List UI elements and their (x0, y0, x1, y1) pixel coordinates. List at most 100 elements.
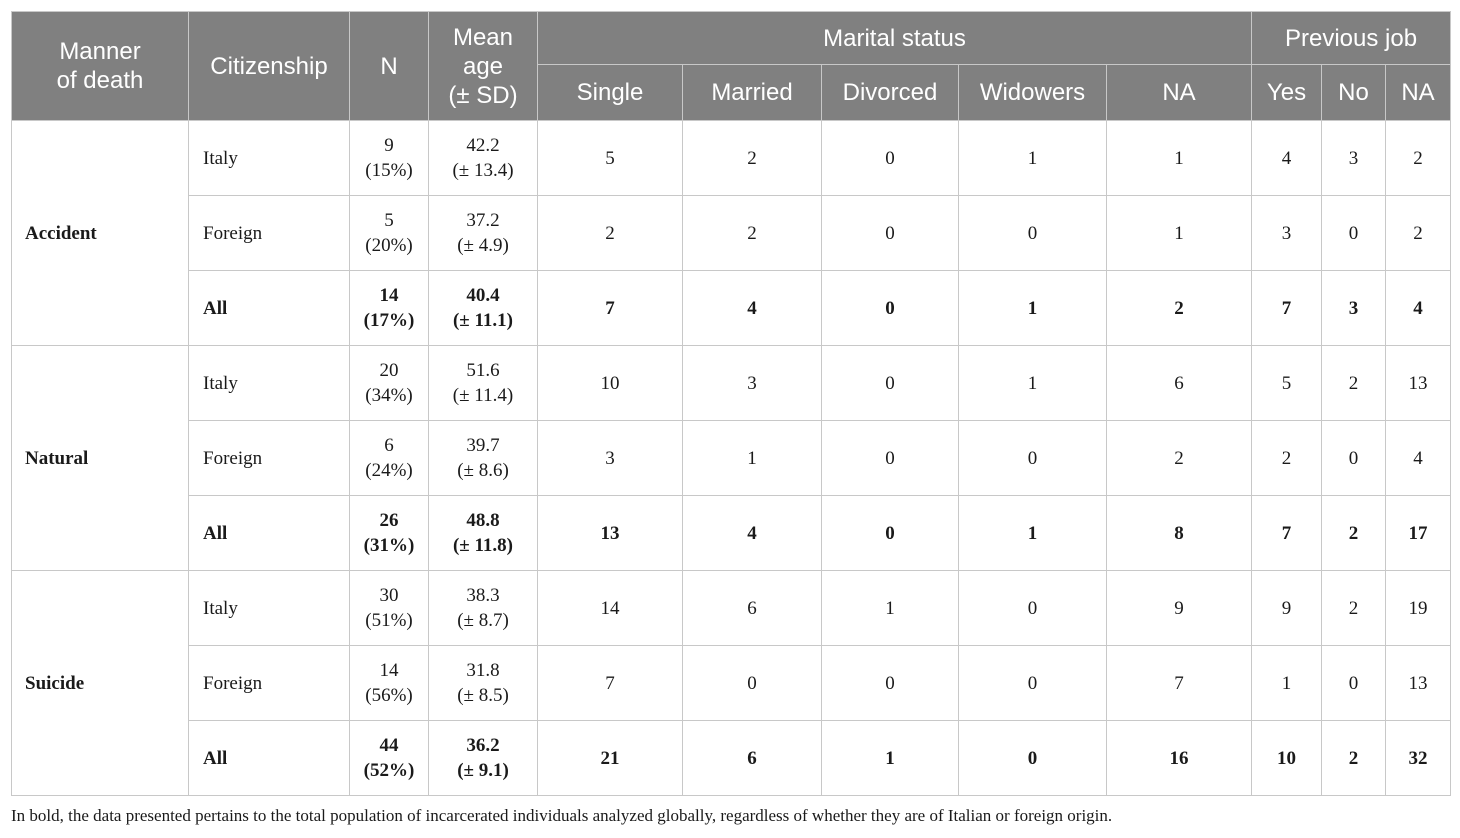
job-yes-cell: 4 (1251, 120, 1322, 196)
single-cell: 5 (537, 120, 683, 196)
widowers-cell: 0 (958, 570, 1107, 646)
married-cell: 4 (682, 270, 822, 346)
divorced-cell: 0 (821, 645, 959, 721)
married-cell: 6 (682, 720, 822, 796)
widowers-cell: 1 (958, 345, 1107, 421)
n-cell: 5 (20%) (349, 195, 429, 271)
n-cell: 9 (15%) (349, 120, 429, 196)
divorced-cell: 0 (821, 120, 959, 196)
married-cell: 6 (682, 570, 822, 646)
n-cell: 14 (56%) (349, 645, 429, 721)
citizenship-cell: All (188, 495, 350, 571)
mean-age-cell: 31.8 (± 8.5) (428, 645, 538, 721)
job-no-cell: 2 (1321, 570, 1386, 646)
single-cell: 2 (537, 195, 683, 271)
mean-age-cell: 42.2 (± 13.4) (428, 120, 538, 196)
job-yes-cell: 3 (1251, 195, 1322, 271)
divorced-cell: 0 (821, 495, 959, 571)
mean-age-cell: 48.8 (± 11.8) (428, 495, 538, 571)
job-no-cell: 2 (1321, 345, 1386, 421)
job-na-cell: 4 (1384, 270, 1452, 346)
single-cell: 14 (537, 570, 683, 646)
job-na-cell: 2 (1384, 195, 1452, 271)
marital-na-cell: 16 (1106, 720, 1252, 796)
table-row: All 44 (52%) 36.2 (± 9.1) 21 6 1 0 16 10 2 32 (12, 720, 1452, 796)
job-yes-cell: 9 (1251, 570, 1322, 646)
header-manner: Manner of death (11, 11, 189, 121)
table-footnote: In bold, the data presented pertains to … (11, 806, 1113, 825)
header-job-na: NA (1384, 64, 1452, 121)
widowers-cell: 0 (958, 195, 1107, 271)
mean-age-cell: 51.6 (± 11.4) (428, 345, 538, 421)
divorced-cell: 0 (821, 345, 959, 421)
mean-age-cell: 39.7 (± 8.6) (428, 420, 538, 496)
job-na-cell: 32 (1384, 720, 1452, 796)
job-na-cell: 13 (1384, 345, 1452, 421)
single-cell: 13 (537, 495, 683, 571)
job-na-cell: 2 (1384, 120, 1452, 196)
widowers-cell: 0 (958, 645, 1107, 721)
single-cell: 10 (537, 345, 683, 421)
mean-age-cell: 40.4 (± 11.1) (428, 270, 538, 346)
n-cell: 20 (34%) (349, 345, 429, 421)
job-no-cell: 3 (1321, 270, 1386, 346)
divorced-cell: 0 (821, 270, 959, 346)
citizenship-cell: All (188, 720, 350, 796)
mean-age-cell: 37.2 (± 4.9) (428, 195, 538, 271)
marital-na-cell: 8 (1106, 495, 1252, 571)
table-row: Foreign 14 (56%) 31.8 (± 8.5) 7 0 0 0 7 1 0 13 (12, 645, 1452, 721)
table-body: Accident Italy 9 (15%) 42.2 (± 13.4) 5 2 0 1 1 4 3 2 F… (11, 120, 1452, 796)
header-married: Married (682, 64, 822, 121)
single-cell: 21 (537, 720, 683, 796)
divorced-cell: 1 (821, 720, 959, 796)
header-previous-job: Previous job (1250, 11, 1452, 65)
data-table: Manner of death Citizenship N Mean age (… (11, 11, 1452, 796)
table-row: All 26 (31%) 48.8 (± 11.8) 13 4 0 1 8 7 2 17 (12, 495, 1452, 571)
job-no-cell: 0 (1321, 420, 1386, 496)
header-marital-na: NA (1106, 64, 1252, 121)
table-row: Foreign 6 (24%) 39.7 (± 8.6) 3 1 0 0 2 2 0 4 (12, 420, 1452, 496)
header-single: Single (537, 64, 683, 121)
header-citizenship: Citizenship (188, 11, 350, 121)
manner-of-death-cell: Accident (11, 120, 189, 346)
job-yes-cell: 1 (1251, 645, 1322, 721)
marital-na-cell: 2 (1106, 420, 1252, 496)
table-row: Foreign 5 (20%) 37.2 (± 4.9) 2 2 0 0 1 3 0 2 (12, 195, 1452, 271)
header-divorced: Divorced (821, 64, 959, 121)
widowers-cell: 1 (958, 495, 1107, 571)
divorced-cell: 0 (821, 195, 959, 271)
job-no-cell: 2 (1321, 495, 1386, 571)
table-row: All 14 (17%) 40.4 (± 11.1) 7 4 0 1 2 7 3 4 (12, 270, 1452, 346)
n-cell: 30 (51%) (349, 570, 429, 646)
marital-na-cell: 9 (1106, 570, 1252, 646)
n-cell: 6 (24%) (349, 420, 429, 496)
marital-na-cell: 7 (1106, 645, 1252, 721)
job-no-cell: 3 (1321, 120, 1386, 196)
citizenship-cell: Foreign (188, 645, 350, 721)
widowers-cell: 0 (958, 420, 1107, 496)
mean-age-cell: 38.3 (± 8.7) (428, 570, 538, 646)
manner-of-death-cell: Natural (11, 345, 189, 571)
header-row-top: Manner of death Citizenship N Mean age (… (11, 11, 1452, 121)
job-yes-cell: 2 (1251, 420, 1322, 496)
married-cell: 1 (682, 420, 822, 496)
citizenship-cell: Foreign (188, 195, 350, 271)
single-cell: 7 (537, 645, 683, 721)
single-cell: 3 (537, 420, 683, 496)
marital-na-cell: 1 (1106, 120, 1252, 196)
job-no-cell: 2 (1321, 720, 1386, 796)
widowers-cell: 1 (958, 120, 1107, 196)
citizenship-cell: Italy (188, 120, 350, 196)
table-row: Natural Italy 20 (34%) 51.6 (± 11.4) 10 3 0 1 6 5 2 1… (11, 345, 1452, 571)
header-job-yes: Yes (1251, 64, 1322, 121)
citizenship-cell: All (188, 270, 350, 346)
married-cell: 3 (682, 345, 822, 421)
job-na-cell: 13 (1384, 645, 1452, 721)
n-cell: 14 (17%) (349, 270, 429, 346)
job-na-cell: 19 (1384, 570, 1452, 646)
header-mean-age: Mean age (± SD) (428, 11, 538, 121)
header-widowers: Widowers (958, 64, 1107, 121)
single-cell: 7 (537, 270, 683, 346)
table-row: Suicide Italy 30 (51%) 38.3 (± 8.7) 14 6 1 0 9 9 2 19 (11, 570, 1452, 796)
married-cell: 4 (682, 495, 822, 571)
